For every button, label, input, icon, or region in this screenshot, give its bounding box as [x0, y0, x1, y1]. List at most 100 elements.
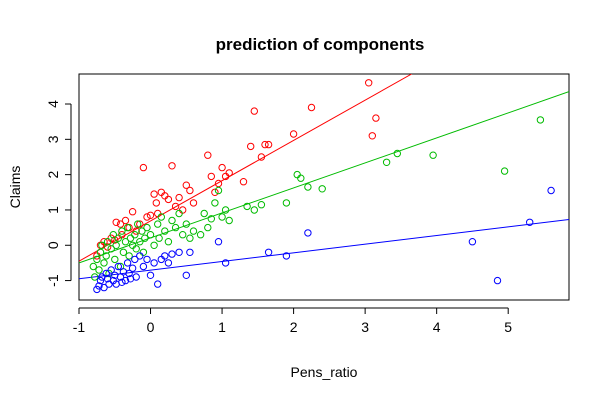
data-point [261, 140, 269, 149]
data-point [102, 269, 110, 278]
data-point [239, 178, 248, 186]
data-point [365, 79, 373, 87]
data-point [157, 188, 166, 197]
data-point [214, 179, 223, 188]
data-point [146, 231, 155, 239]
x-axis: -1 0 1 2 3 4 5 [73, 307, 512, 335]
data-point [182, 271, 191, 279]
data-point [138, 227, 146, 235]
data-point [136, 220, 144, 228]
data-point [382, 158, 391, 167]
data-point [139, 163, 148, 172]
regression-line [79, 218, 569, 280]
data-point [196, 231, 205, 239]
data-point [118, 227, 126, 235]
data-point [189, 227, 198, 235]
data-point [257, 201, 266, 209]
data-point [175, 248, 183, 257]
data-point [100, 283, 108, 292]
regression-line [79, 91, 569, 264]
data-point [179, 206, 187, 214]
x-axis-label: Pens_ratio [291, 364, 358, 380]
data-point [243, 202, 251, 211]
data-point [116, 220, 125, 228]
data-point [112, 241, 120, 250]
data-point [186, 248, 194, 257]
data-point [161, 192, 169, 200]
data-point [225, 169, 233, 177]
data-point [247, 142, 255, 151]
data-point [204, 223, 212, 232]
data-point [225, 216, 233, 225]
data-point [264, 140, 273, 149]
data-point [211, 199, 219, 207]
data-point [368, 132, 376, 140]
data-point [93, 255, 101, 264]
data-point [372, 114, 380, 122]
data-point [125, 269, 133, 278]
data-point [429, 151, 437, 159]
data-point [139, 262, 148, 271]
data-point [123, 223, 132, 232]
data-point [204, 151, 212, 159]
x-tick-label: 0 [147, 319, 155, 335]
data-point [100, 259, 108, 267]
data-point [96, 276, 105, 285]
data-point [152, 199, 161, 207]
data-point [155, 234, 163, 242]
data-point [161, 252, 169, 260]
data-point [221, 206, 230, 214]
y-tick-label: 3 [45, 135, 61, 143]
data-points [89, 79, 555, 294]
data-point [150, 190, 158, 198]
y-tick-label: 4 [45, 100, 61, 108]
y-tick-label: 1 [45, 206, 61, 214]
data-point [136, 238, 144, 246]
data-point [171, 223, 180, 232]
data-point [318, 185, 326, 193]
data-point [257, 153, 266, 161]
data-point [264, 248, 273, 257]
y-axis-label: Claims [7, 166, 23, 209]
data-point [221, 259, 230, 267]
data-point [157, 255, 166, 264]
data-point [186, 234, 194, 242]
data-point [154, 280, 162, 288]
data-point [536, 116, 545, 124]
data-point [468, 238, 477, 246]
data-point [114, 234, 123, 242]
data-point [89, 262, 98, 271]
data-point [111, 255, 119, 264]
data-point [109, 231, 118, 239]
data-point [211, 188, 219, 197]
data-point [289, 130, 298, 138]
data-point [102, 252, 110, 260]
data-point [164, 195, 173, 204]
chart-title: prediction of components [216, 35, 425, 54]
x-tick-label: 3 [361, 319, 369, 335]
data-point [164, 259, 173, 267]
data-point [182, 220, 191, 228]
data-point [150, 259, 158, 267]
data-point [207, 172, 216, 181]
data-point [91, 273, 99, 281]
data-point [526, 218, 534, 227]
data-point [150, 241, 158, 250]
data-point [186, 186, 194, 195]
data-point [143, 213, 151, 221]
data-point [154, 209, 162, 218]
data-point [164, 238, 173, 246]
data-point [146, 271, 155, 279]
data-point [161, 227, 169, 235]
data-point [214, 186, 223, 195]
data-point [126, 234, 135, 242]
data-point [111, 236, 119, 244]
data-point [189, 199, 198, 207]
data-point [282, 252, 291, 260]
data-point [250, 107, 259, 115]
regression-line [79, 74, 412, 262]
data-point [218, 213, 226, 221]
data-point [95, 282, 103, 290]
data-point [98, 241, 106, 250]
